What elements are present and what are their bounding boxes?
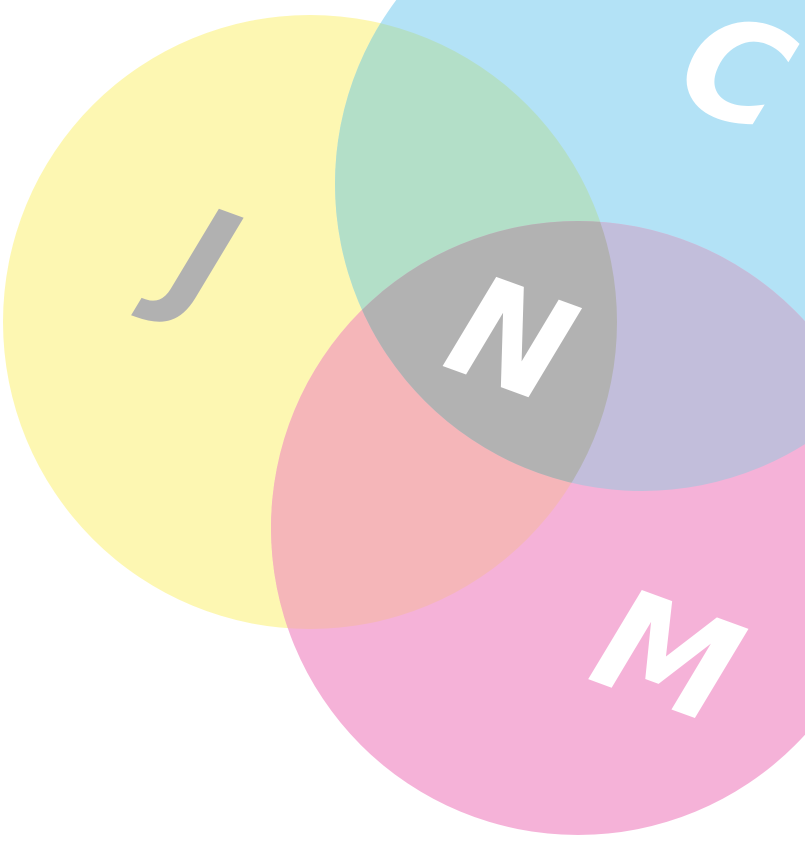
center-overlap (335, 221, 617, 491)
